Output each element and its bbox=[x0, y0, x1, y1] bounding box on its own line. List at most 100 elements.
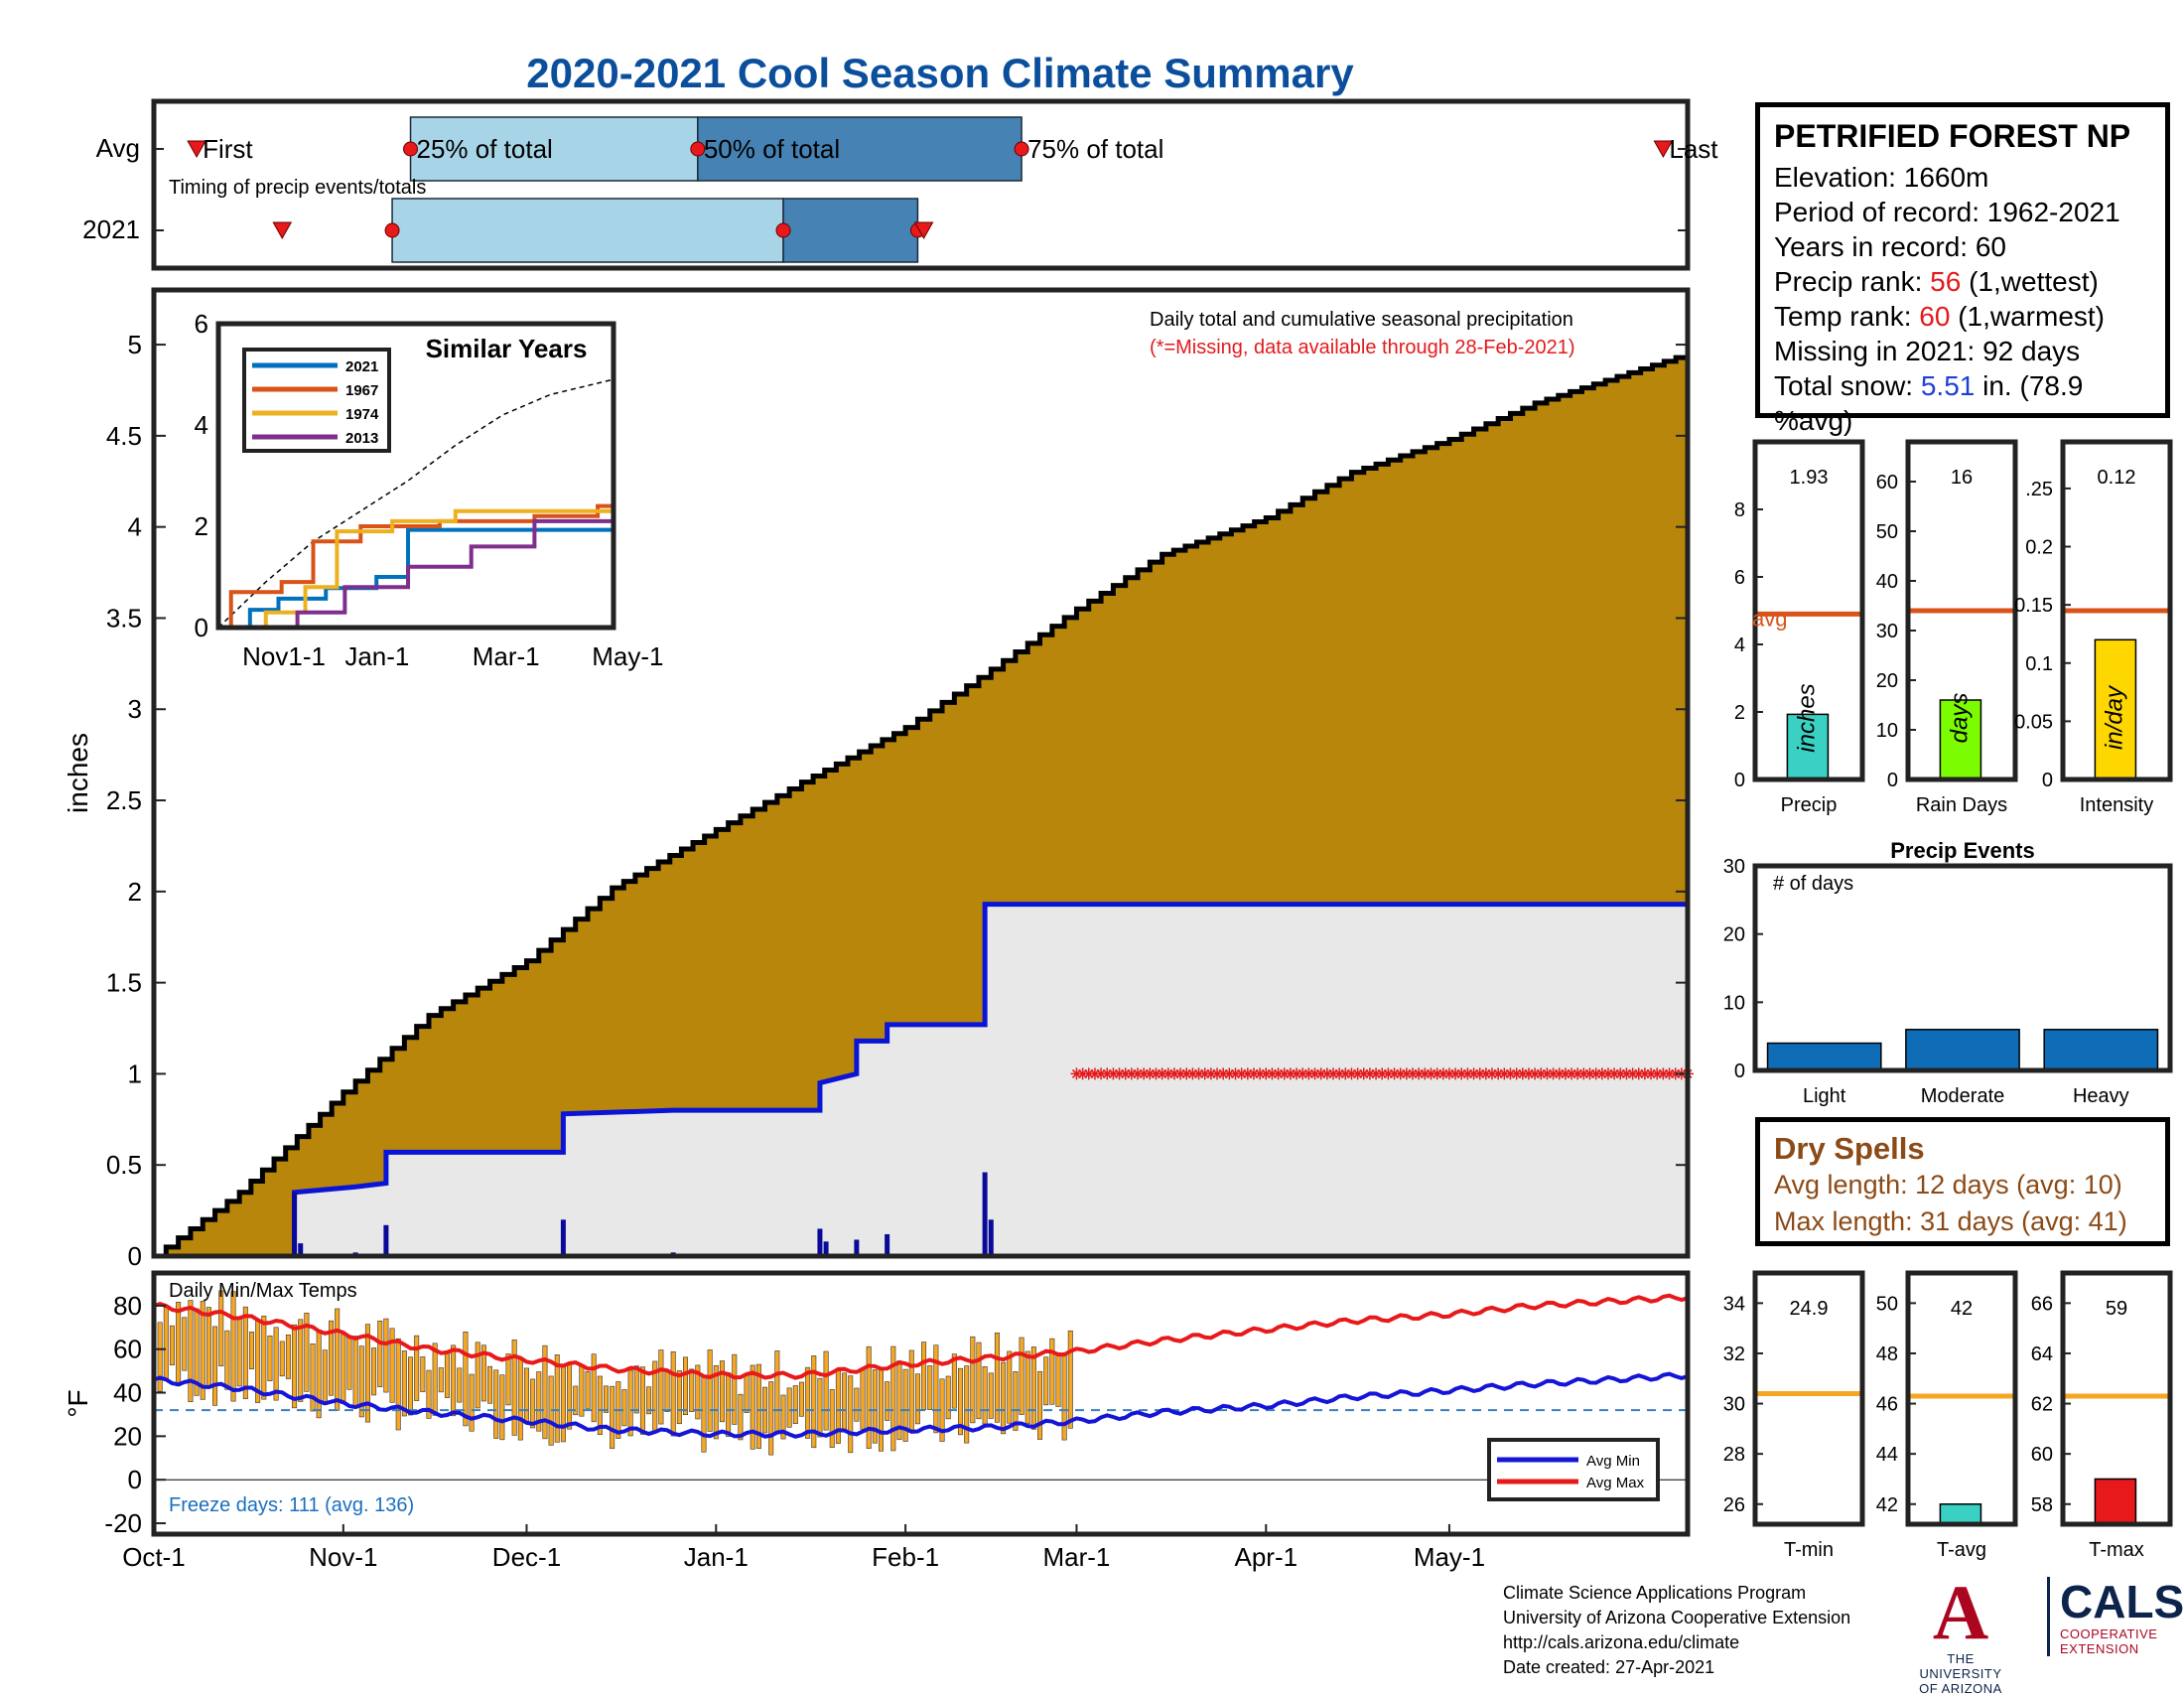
daily-temp-bar bbox=[1030, 1346, 1036, 1430]
daily-temp-bar bbox=[750, 1364, 755, 1450]
daily-temp-bar bbox=[389, 1328, 395, 1403]
daily-temp-bar bbox=[639, 1366, 645, 1435]
events-ytick-label: 10 bbox=[1723, 992, 1745, 1014]
daily-temp-bar bbox=[371, 1347, 377, 1396]
daily-temp-bar bbox=[951, 1353, 957, 1409]
tmax-ytick-label: 60 bbox=[2031, 1444, 2053, 1466]
temps-ytick-label: -20 bbox=[104, 1508, 142, 1538]
daily-temp-bar bbox=[829, 1389, 835, 1448]
timing-percentile-marker bbox=[690, 141, 706, 157]
events-ytick-label: 30 bbox=[1723, 856, 1745, 878]
daily-temp-bar bbox=[627, 1369, 633, 1437]
missing-marker bbox=[1376, 1067, 1389, 1080]
missing-marker bbox=[1351, 1067, 1364, 1080]
missing-marker bbox=[1339, 1067, 1352, 1080]
timing-label-last: Last bbox=[1669, 134, 1718, 164]
intensity-frame bbox=[2060, 439, 2173, 782]
missing-marker bbox=[1455, 1067, 1468, 1080]
precip_stat-category-label: Precip bbox=[1781, 794, 1838, 816]
missing-marker bbox=[1357, 1067, 1370, 1080]
timing-row-label: Avg bbox=[96, 133, 140, 163]
daily-temp-bar bbox=[621, 1389, 627, 1427]
xtick-label: Jan-1 bbox=[684, 1542, 749, 1572]
inset-legend-label: 2021 bbox=[345, 358, 378, 375]
missing-marker bbox=[1333, 1067, 1346, 1080]
xtick-label: Feb-1 bbox=[872, 1542, 939, 1572]
season-cumulative-area bbox=[154, 904, 1688, 1256]
daily-temp-bar bbox=[169, 1325, 175, 1365]
daily-temp-bar bbox=[610, 1385, 615, 1450]
daily-temp-bar bbox=[585, 1371, 591, 1409]
xtick-label: Apr-1 bbox=[1234, 1542, 1297, 1572]
rain_days-ytick-label: 20 bbox=[1876, 670, 1898, 692]
daily-temp-bar bbox=[1007, 1350, 1013, 1424]
missing-marker bbox=[1144, 1067, 1157, 1080]
daily-temp-bar bbox=[242, 1306, 248, 1399]
precip-missing-note: (*=Missing, data available through 28-Fe… bbox=[1150, 337, 1575, 358]
daily-temp-bar bbox=[860, 1367, 866, 1430]
daily-temp-bar bbox=[248, 1332, 254, 1369]
daily-temp-bar bbox=[352, 1336, 358, 1408]
daily-temp-bar bbox=[658, 1349, 664, 1425]
tavg-ytick-label: 42 bbox=[1876, 1494, 1898, 1516]
precip_stat-ytick-label: 8 bbox=[1734, 499, 1745, 521]
precip-ytick-label: 0 bbox=[128, 1241, 142, 1271]
precip-ytick-label: 1 bbox=[128, 1059, 142, 1088]
missing-marker bbox=[1608, 1067, 1621, 1080]
missing-marker bbox=[1345, 1067, 1358, 1080]
rain_days-ytick-label: 50 bbox=[1876, 521, 1898, 543]
daily-temp-bar bbox=[976, 1342, 982, 1420]
daily-temp-bar bbox=[457, 1367, 463, 1403]
events-ylabel: # of days bbox=[1773, 873, 1853, 895]
daily-temp-bar bbox=[933, 1344, 939, 1434]
missing-marker bbox=[1547, 1067, 1560, 1080]
daily-temp-bar bbox=[1013, 1371, 1019, 1431]
station-info-box: PETRIFIED FOREST NP Elevation: 1660m Per… bbox=[1755, 102, 2170, 436]
missing-marker bbox=[1363, 1067, 1376, 1080]
missing-marker bbox=[1614, 1067, 1627, 1080]
missing-marker bbox=[1522, 1067, 1535, 1080]
missing-marker bbox=[1217, 1067, 1230, 1080]
intensity-bar bbox=[2094, 638, 2137, 780]
missing-marker bbox=[1167, 1067, 1180, 1080]
timing-label-p25: 25% of total bbox=[417, 134, 553, 164]
tavg-category-label: T-avg bbox=[1937, 1539, 1986, 1561]
avg-cumulative-line bbox=[154, 353, 1691, 1259]
daily-temp-bar bbox=[982, 1366, 988, 1425]
daily-temp-bar bbox=[1055, 1352, 1061, 1407]
credit-line: University of Arizona Cooperative Extens… bbox=[1503, 1608, 1851, 1627]
daily-temp-bar bbox=[517, 1356, 523, 1441]
daily-temp-bar bbox=[579, 1364, 585, 1417]
timing-percentile-marker bbox=[403, 141, 419, 157]
missing-marker bbox=[1223, 1067, 1236, 1080]
rain_days-ytick-label: 40 bbox=[1876, 571, 1898, 593]
daily-temp-bar bbox=[341, 1334, 346, 1404]
precip-ytick-label: 2.5 bbox=[106, 785, 142, 815]
dry-spells-max: Max length: 31 days (avg: 41) bbox=[1774, 1206, 2127, 1236]
timing-row-label: 2021 bbox=[82, 214, 140, 244]
inset-frame bbox=[215, 321, 616, 631]
daily-temp-bar bbox=[676, 1370, 682, 1425]
dry-spells-avg: Avg length: 12 days (avg: 10) bbox=[1774, 1170, 2122, 1200]
missing-marker bbox=[1492, 1067, 1505, 1080]
credit-line: http://cals.arizona.edu/climate bbox=[1503, 1632, 1740, 1652]
missing-marker bbox=[1663, 1067, 1676, 1080]
daily-temp-bar bbox=[408, 1356, 414, 1416]
daily-temp-bar bbox=[414, 1335, 420, 1401]
missing-marker bbox=[1101, 1067, 1114, 1080]
missing-marker bbox=[1161, 1067, 1174, 1080]
daily-temp-bar bbox=[842, 1372, 848, 1433]
temps-ytick-label: 60 bbox=[113, 1335, 142, 1364]
daily-temp-bar bbox=[188, 1300, 194, 1403]
precip_stat-ytick-label: 6 bbox=[1734, 567, 1745, 589]
missing-marker bbox=[1186, 1067, 1199, 1080]
daily-temp-bar bbox=[542, 1344, 548, 1440]
timing-last-marker bbox=[1653, 140, 1674, 159]
missing-marker bbox=[1595, 1067, 1608, 1080]
daily-temp-bar bbox=[768, 1381, 774, 1456]
daily-temp-bar bbox=[536, 1371, 542, 1432]
dry-spells-title: Dry Spells bbox=[1774, 1131, 1925, 1166]
daily-temp-bar bbox=[603, 1385, 609, 1413]
daily-temp-bar bbox=[475, 1342, 480, 1409]
missing-marker bbox=[1407, 1067, 1420, 1080]
